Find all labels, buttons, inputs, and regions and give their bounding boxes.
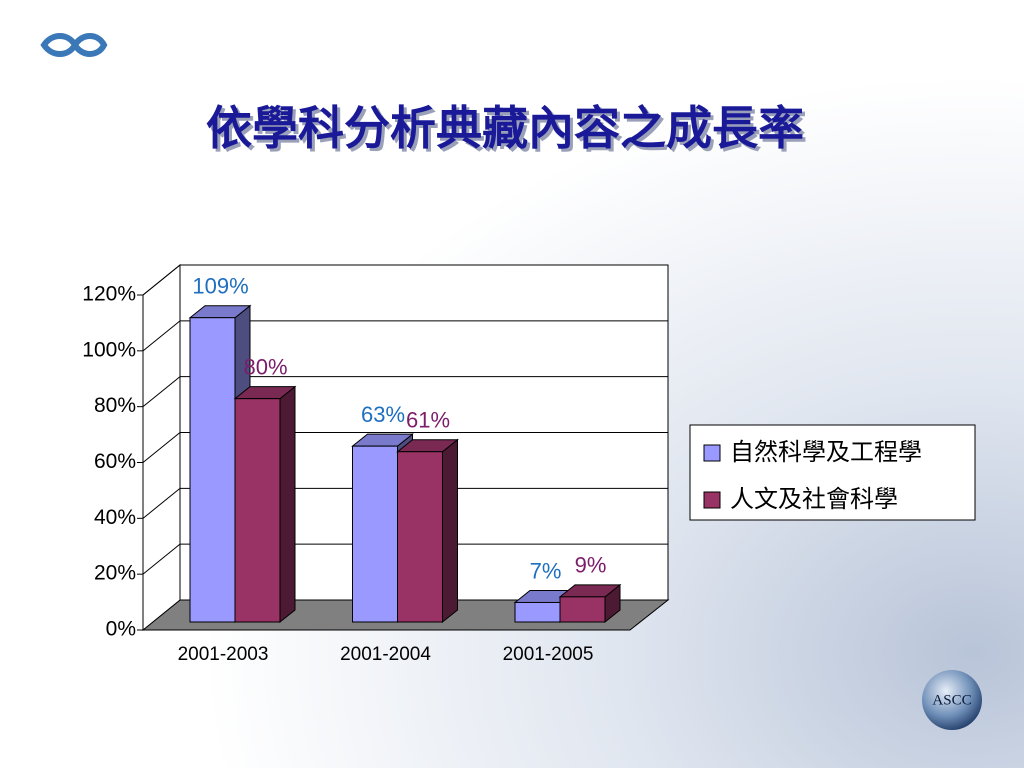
y-tick-label: 100%	[82, 338, 136, 361]
value-label: 9%	[575, 553, 607, 578]
legend	[689, 424, 976, 521]
grid-line	[142, 376, 181, 408]
legend-swatch	[703, 491, 721, 509]
y-tick-label: 120%	[82, 283, 136, 306]
x-tick-label: 2001-2003	[178, 644, 269, 665]
x-tick-label: 2001-2004	[340, 644, 431, 665]
bar	[514, 601, 561, 623]
logo-globe	[922, 670, 982, 730]
bar-side	[442, 438, 458, 624]
bar	[397, 451, 443, 623]
y-tick-label: 20%	[94, 562, 136, 585]
grid-line	[142, 320, 181, 352]
value-label: 63%	[361, 402, 405, 427]
title: 依學科分析典藏內容之成長率	[206, 101, 804, 155]
grid-line	[142, 543, 181, 575]
logo-icon	[40, 33, 108, 57]
grid-line	[142, 487, 181, 519]
x-tick-label: 2001-2005	[503, 644, 594, 665]
legend-label: 人文及社會科學	[730, 485, 898, 513]
value-label: 80%	[243, 354, 287, 379]
logo-text: ASCC	[932, 692, 971, 708]
value-label: 7%	[530, 558, 562, 583]
y-tick-label: 0%	[106, 618, 136, 641]
legend-label: 自然科學及工程學	[730, 438, 922, 466]
value-label: 109%	[192, 274, 248, 299]
grid-line	[142, 264, 181, 296]
y-tick-label: 60%	[94, 450, 136, 473]
value-label: 61%	[406, 408, 450, 433]
bar	[234, 398, 281, 623]
bar	[352, 445, 398, 623]
legend-swatch	[703, 444, 721, 462]
bar	[189, 317, 236, 623]
bar-side	[279, 385, 296, 624]
y-tick-label: 40%	[94, 506, 136, 529]
title-shadow: 依學科分析典藏內容之成長率	[209, 104, 807, 158]
grid-line	[142, 432, 181, 463]
bar	[559, 596, 606, 623]
y-tick-label: 80%	[94, 394, 136, 417]
